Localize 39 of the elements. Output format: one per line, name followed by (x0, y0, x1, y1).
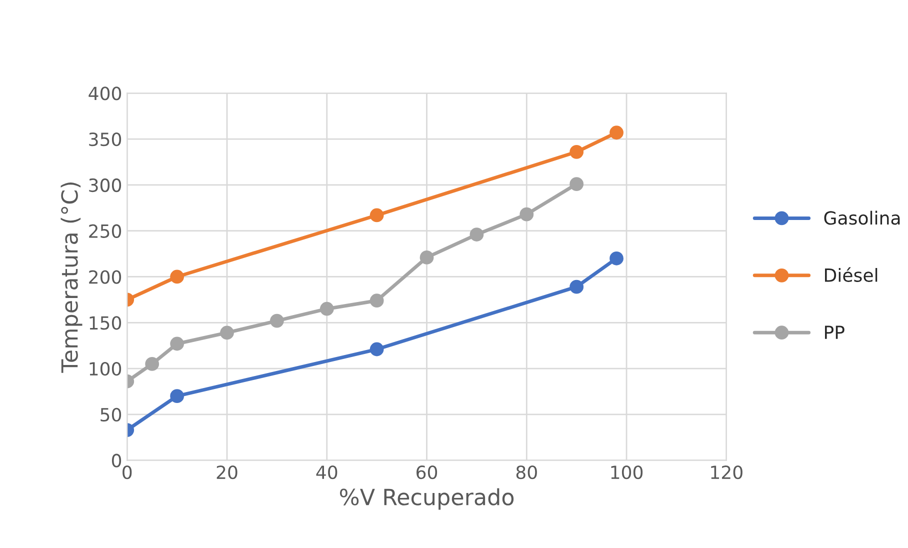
point (220, 326, 234, 340)
point (470, 228, 484, 242)
point (370, 208, 384, 222)
point (170, 270, 184, 284)
y-tick-label: 200 (89, 270, 122, 284)
point (570, 144, 584, 159)
point (320, 302, 334, 316)
y-axis-title: Temperatura (°C) (60, 182, 82, 373)
point (370, 294, 384, 308)
y-tick-label: 50 (100, 408, 122, 422)
y-tick-label: 0 (112, 454, 122, 468)
point (570, 280, 584, 294)
y-tick-label: 300 (89, 178, 122, 192)
point (420, 250, 434, 264)
point (370, 342, 384, 356)
y-tick-label: 150 (90, 316, 122, 330)
point (145, 356, 160, 371)
x-tick-label: 60 (416, 466, 438, 480)
point (520, 207, 534, 222)
point (170, 336, 184, 351)
x-tick-label: 20 (216, 466, 238, 480)
y-tick-label: 400 (88, 86, 122, 100)
x-tick-label: 100 (611, 466, 643, 480)
point (270, 314, 284, 328)
point (170, 389, 184, 404)
x-tick-label: 80 (516, 466, 537, 480)
x-axis-title: %V Recuperado (340, 488, 514, 510)
point (610, 126, 624, 140)
y-tick-label: 350 (89, 132, 122, 146)
legend-label: Diésel (825, 267, 878, 282)
y-tick-label: 100 (90, 362, 122, 376)
point (570, 177, 584, 191)
x-tick-label: 120 (711, 466, 742, 480)
legend-label: PP (825, 326, 844, 339)
x-tick-label: 0 (122, 466, 132, 480)
legend-label: Gasolina (824, 210, 900, 225)
y-tick-label: 250 (89, 224, 122, 238)
x-tick-label: 40 (316, 466, 338, 480)
point (610, 251, 624, 266)
